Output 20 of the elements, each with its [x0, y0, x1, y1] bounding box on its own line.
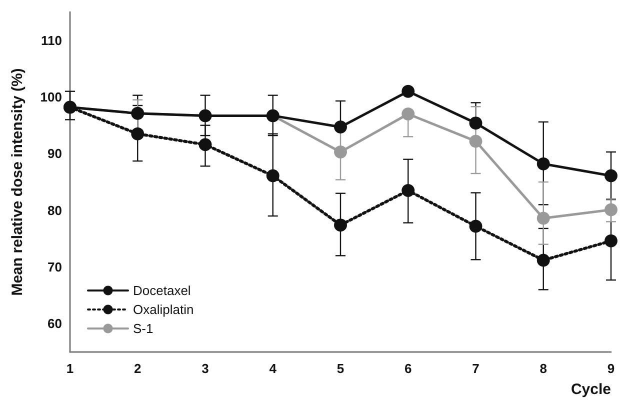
x-tick-label: 5	[336, 361, 344, 376]
x-tick-label: 1	[66, 361, 74, 376]
y-axis-title: Mean relative dose intensity (%)	[9, 68, 26, 296]
x-tick-label: 3	[202, 361, 209, 376]
x-tick-label: 4	[269, 361, 278, 376]
y-tick-label: 70	[48, 260, 62, 274]
y-tick-label: 80	[48, 202, 62, 218]
x-tick-label: 6	[404, 361, 412, 376]
x-axis-title: Cycle	[570, 381, 611, 398]
y-tick-label: 60	[48, 316, 62, 332]
y-tick-label: 90	[48, 146, 62, 162]
legend-label: Oxaliplatin	[133, 302, 194, 317]
y-tick-label: 110	[41, 32, 62, 48]
y-tick-label: 100	[40, 90, 62, 104]
x-tick-label: 9	[607, 361, 615, 376]
x-tick-label: 2	[134, 361, 142, 376]
legend-label: S-1	[133, 321, 154, 336]
x-tick-label: 7	[472, 361, 480, 376]
legend-label: Docetaxel	[133, 283, 191, 298]
x-tick-label: 8	[540, 361, 547, 376]
